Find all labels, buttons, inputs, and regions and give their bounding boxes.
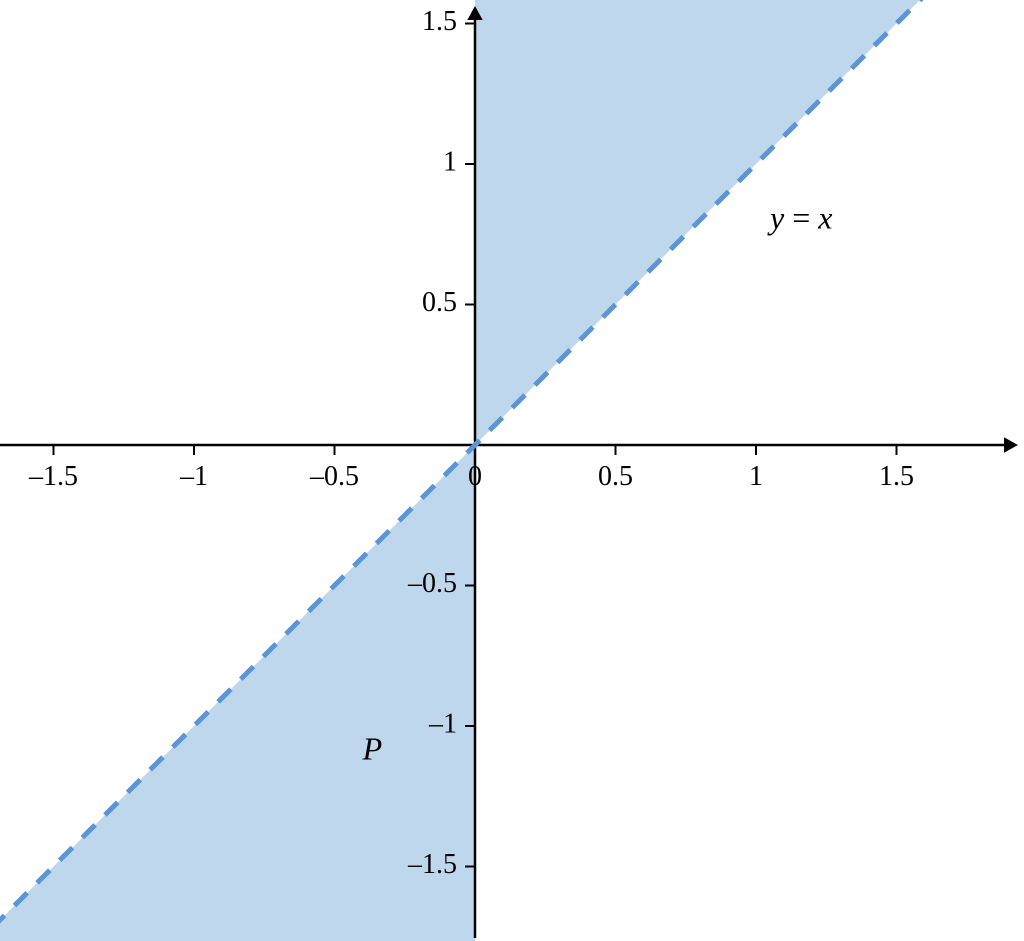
x-tick-label: 0 [468,461,482,492]
x-tick-label: –0.5 [309,461,359,492]
x-tick-label: –1.5 [28,461,78,492]
x-tick-label: 1.5 [879,461,914,492]
line-equation-label: y = x [767,200,832,236]
y-tick-label: 1 [443,146,457,177]
y-tick-label: 0.5 [422,287,457,318]
region-label: P [362,731,383,767]
x-tick-label: 1 [749,461,763,492]
x-tick-label: 0.5 [598,461,633,492]
region-plot-svg: –1.5 –1 –0.5 0 0.5 1 1.5 –1.5 –1 –0.5 0.5 1 1.5 y = x… [0,0,1024,941]
y-tick-label: –1.5 [407,849,457,880]
y-tick-label: –1 [428,708,457,739]
y-tick-label: –0.5 [407,568,457,599]
x-tick-label: –1 [179,461,208,492]
y-tick-label: 1.5 [422,6,457,37]
